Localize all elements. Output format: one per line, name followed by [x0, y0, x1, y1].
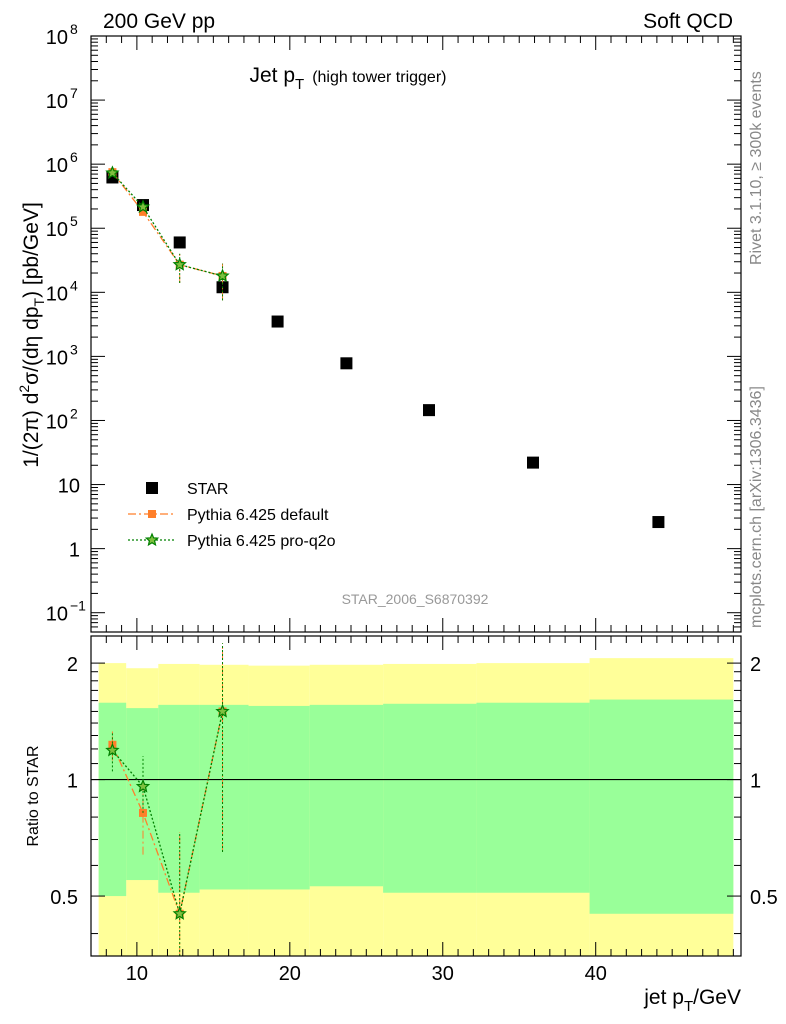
uncertainty-band-green: [589, 699, 734, 914]
y-tick-label: 1: [69, 540, 80, 562]
star-point: [173, 236, 186, 249]
y-tick-exponent: 5: [70, 213, 78, 229]
ratio-frame: [90, 635, 742, 957]
pythia-6-425-pro-q2o-line: [111, 172, 223, 277]
mcplots-label: mcplots.cern.ch [arXiv:1306.3436]: [748, 386, 765, 628]
ratio-y-tick-label: 1: [67, 771, 78, 793]
ratio-plot-marks: [91, 643, 741, 956]
pythia-6-425-pro-q2o-point: [105, 165, 120, 180]
main-title-note: (high tower trigger): [312, 69, 446, 86]
pythia-6-425-pro-q2o-point: [215, 268, 230, 283]
main-title-subscript: T: [295, 76, 304, 93]
y-tick-label: 10: [46, 27, 68, 49]
ratio-y-tick-label-right: 0.5: [750, 887, 778, 909]
pythia-6-425-pro-q2o-point: [135, 199, 151, 214]
legend-label: STAR: [187, 481, 228, 498]
uncertainty-band-green: [199, 704, 249, 890]
pythia-6-425-pro-q2o-point: [172, 257, 187, 271]
svg-text:Jet pT(high tower trigger): Jet pT (high tower trigger): [250, 64, 447, 93]
y-tick-label: 10: [46, 283, 68, 305]
legend-marker-pythia-6-425-default: [148, 510, 156, 518]
star-point: [652, 516, 665, 529]
main-title: Jet pT (high tower trigger): [250, 64, 447, 93]
y-axis-label-main: 1/(2π) d2σ/(dη dpT) [pb/GeV]: [16, 202, 47, 468]
y-tick-label: 10: [46, 604, 68, 626]
ratio-y-tick-label-right: 1: [750, 771, 761, 793]
header-left: 200 GeV pp: [103, 10, 215, 33]
rivet-label: Rivet 3.1.10, ≥ 300k events: [748, 71, 765, 265]
x-tick-label: 30: [432, 963, 454, 985]
ratio-ticks: 0.5 0.5 1 1 2 2 10 20 30 40: [50, 636, 778, 985]
main-plot-marks: [105, 165, 665, 529]
ratio-pythia-6-425-pro-q2o-point: [172, 906, 187, 920]
uncertainty-band-green: [383, 703, 477, 893]
star-point: [527, 456, 539, 469]
uncertainty-band-green: [158, 704, 200, 893]
legend-marker-star: [146, 482, 158, 494]
y-tick-exponent: 4: [70, 277, 78, 293]
y-tick-exponent: −1: [70, 598, 86, 614]
ratio-y-tick-label: 0.5: [50, 887, 78, 909]
y-tick-label: 10: [46, 155, 68, 177]
svg-text:jet pT/GeV: jet pT/GeV: [643, 986, 741, 1015]
pythia-6-425-default-line: [111, 171, 223, 277]
star-point: [271, 315, 284, 328]
legend-label: Pythia 6.425 default: [187, 507, 329, 524]
y-tick-label: 10: [46, 347, 68, 369]
y-tick-exponent: 6: [70, 149, 78, 165]
ratio-pythia-6-425-pro-q2o-point: [105, 742, 120, 757]
y-tick-exponent: 8: [70, 21, 78, 37]
x-tick-label: 40: [585, 963, 607, 985]
main-title-text: Jet p: [250, 64, 296, 87]
ratio-pythia-6-425-pro-q2o-point: [215, 703, 230, 718]
header-right: Soft QCD: [643, 10, 733, 33]
y-axis-label-ratio: Ratio to STAR: [25, 745, 42, 846]
y-tick-label: 10: [46, 411, 68, 433]
legend: STAR Pythia 6.425 default Pythia 6.425 pro…: [128, 481, 336, 550]
x-tick-label: 20: [279, 963, 301, 985]
uncertainty-band-green: [248, 705, 310, 890]
star-point: [423, 404, 435, 417]
star-point: [340, 357, 353, 370]
y-tick-exponent: 2: [70, 405, 78, 421]
svg-text:1/(2π) d2σ/(dη dpT) [pb/GeV]: 1/(2π) d2σ/(dη dpT) [pb/GeV]: [16, 202, 47, 468]
y-tick-label: 10: [46, 91, 68, 113]
y-tick-exponent: 3: [70, 341, 78, 357]
main-frame: [90, 35, 742, 633]
y-tick-label: 10: [58, 476, 80, 498]
ratio-pythia-6-425-pro-q2o-point: [135, 778, 151, 793]
x-tick-label: 10: [126, 963, 148, 985]
ratio-pythia-6-425-default-line: [111, 711, 224, 917]
ratio-pythia-6-425-pro-q2o-line: [111, 711, 224, 914]
x-axis-label: jet pT/GeV: [643, 986, 741, 1015]
ratio-y-tick-label: 2: [67, 654, 78, 676]
uncertainty-band-green: [476, 702, 590, 893]
y-tick-exponent: 7: [70, 85, 78, 101]
uncertainty-band-green: [126, 708, 159, 881]
y-tick-label: 10: [46, 219, 68, 241]
ratio-y-tick-label-right: 2: [750, 654, 761, 676]
legend-marker-pythia-6-425-pro-q2o: [144, 532, 160, 547]
legend-label: Pythia 6.425 pro-q2o: [187, 533, 336, 550]
analysis-label: STAR_2006_S6870392: [342, 591, 489, 607]
uncertainty-band-green: [309, 704, 384, 887]
ratio-panel: 0.5 0.5 1 1 2 2 10 20 30 40 Ratio to STAR jet pT/…: [25, 635, 778, 1015]
pythia-6-425-default-point: [139, 207, 147, 216]
